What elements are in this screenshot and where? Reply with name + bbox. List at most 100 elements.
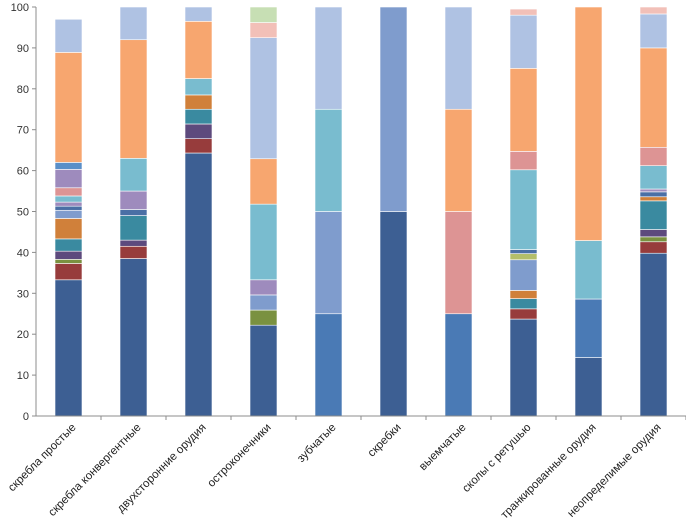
bar-segment (119, 258, 148, 417)
bar-segment (184, 78, 213, 96)
bar-segment (444, 313, 473, 417)
bar-segment (184, 6, 213, 22)
bar-segment (54, 279, 83, 417)
bar-segment (54, 238, 83, 252)
x-category-label: скребки (366, 422, 404, 460)
bar-segment (184, 123, 213, 139)
bar-segment (639, 188, 668, 193)
bar-segment (509, 14, 538, 69)
bar-stack (574, 6, 603, 417)
x-category-label: скребла простые (6, 422, 78, 494)
bar-segment (119, 209, 148, 216)
bar-segment (184, 138, 213, 154)
y-tick-label: 30 (17, 288, 29, 300)
bar-segment (119, 158, 148, 192)
bar-segment (119, 245, 148, 259)
bar-segment (249, 158, 278, 205)
bar-segment (249, 324, 278, 417)
bar-segment (54, 195, 83, 203)
bar-segment (639, 200, 668, 230)
bar-segment (509, 8, 538, 16)
bar-segment (249, 309, 278, 326)
bar-segment (54, 201, 83, 207)
bar-segment (639, 47, 668, 148)
y-axis: 0 10 20 30 40 50 60 70 80 90 100 (11, 2, 37, 423)
y-tick-label: 20 (17, 329, 29, 341)
bar-segment (54, 263, 83, 281)
bar-stack (379, 6, 408, 417)
bar-segment (249, 203, 278, 281)
bar-stack (249, 6, 278, 417)
bar-segment (119, 239, 148, 247)
bar-segment (54, 52, 83, 163)
bar-segment (184, 94, 213, 110)
bar-segment (184, 152, 213, 417)
bar-segment (574, 357, 603, 417)
bar-stack (444, 6, 473, 417)
bar-segment (54, 209, 83, 219)
bar-segment (639, 241, 668, 254)
bar-stack (509, 8, 538, 417)
bar-segment (314, 6, 343, 110)
bar-stack (184, 6, 213, 417)
bar-segment (574, 298, 603, 358)
bar-segment (639, 252, 668, 417)
y-tick-label: 10 (17, 370, 29, 382)
bar-segment (639, 191, 668, 198)
bar-segment (54, 218, 83, 240)
bars (54, 6, 668, 417)
bar-segment (119, 190, 148, 210)
bar-segment (119, 39, 148, 159)
bar-segment (639, 165, 668, 190)
bar-segment (574, 240, 603, 300)
bar-segment (639, 229, 668, 238)
bar-segment (639, 196, 668, 202)
bar-segment (54, 205, 83, 211)
bar-segment (54, 169, 83, 189)
bar-segment (184, 108, 213, 125)
y-tick-label: 40 (17, 247, 29, 259)
bar-segment (314, 211, 343, 315)
bar-stack (639, 6, 668, 417)
x-category-label: сколы с ретушью (460, 421, 533, 494)
x-category-label: зубчатые (295, 422, 338, 465)
bar-segment (639, 13, 668, 49)
y-tick-label: 0 (23, 411, 29, 423)
bar-segment (639, 146, 668, 166)
bar-segment (54, 162, 83, 170)
y-tick-label: 60 (17, 166, 29, 178)
y-tick-label: 50 (17, 207, 29, 219)
bar-segment (509, 290, 538, 299)
bar-segment (379, 6, 408, 212)
bar-segment (444, 108, 473, 212)
bar-segment (509, 68, 538, 152)
bar-segment (249, 22, 278, 38)
bar-segment (509, 318, 538, 417)
y-tick-label: 100 (11, 2, 29, 14)
bar-segment (314, 108, 343, 212)
bar-segment (574, 6, 603, 241)
bar-segment (249, 294, 278, 311)
bar-segment (509, 169, 538, 250)
bar-segment (249, 279, 278, 296)
x-category-label: остроконечники (205, 422, 273, 490)
bar-segment (509, 308, 538, 320)
y-tick-label: 80 (17, 84, 29, 96)
y-tick-label: 90 (17, 43, 29, 55)
bar-segment (314, 313, 343, 417)
bar-segment (509, 253, 538, 261)
bar-segment (184, 21, 213, 79)
bar-stack (54, 18, 83, 417)
bar-stack (314, 6, 343, 417)
bar-segment (249, 6, 278, 23)
bar-segment (509, 259, 538, 291)
x-category-label: выемчатые (417, 422, 468, 473)
y-tick-label: 70 (17, 125, 29, 137)
bar-segment (444, 211, 473, 315)
bar-segment (509, 151, 538, 171)
bar-segment (54, 187, 83, 197)
bar-segment (379, 211, 408, 417)
bar-segment (54, 250, 83, 260)
bar-segment (249, 37, 278, 160)
